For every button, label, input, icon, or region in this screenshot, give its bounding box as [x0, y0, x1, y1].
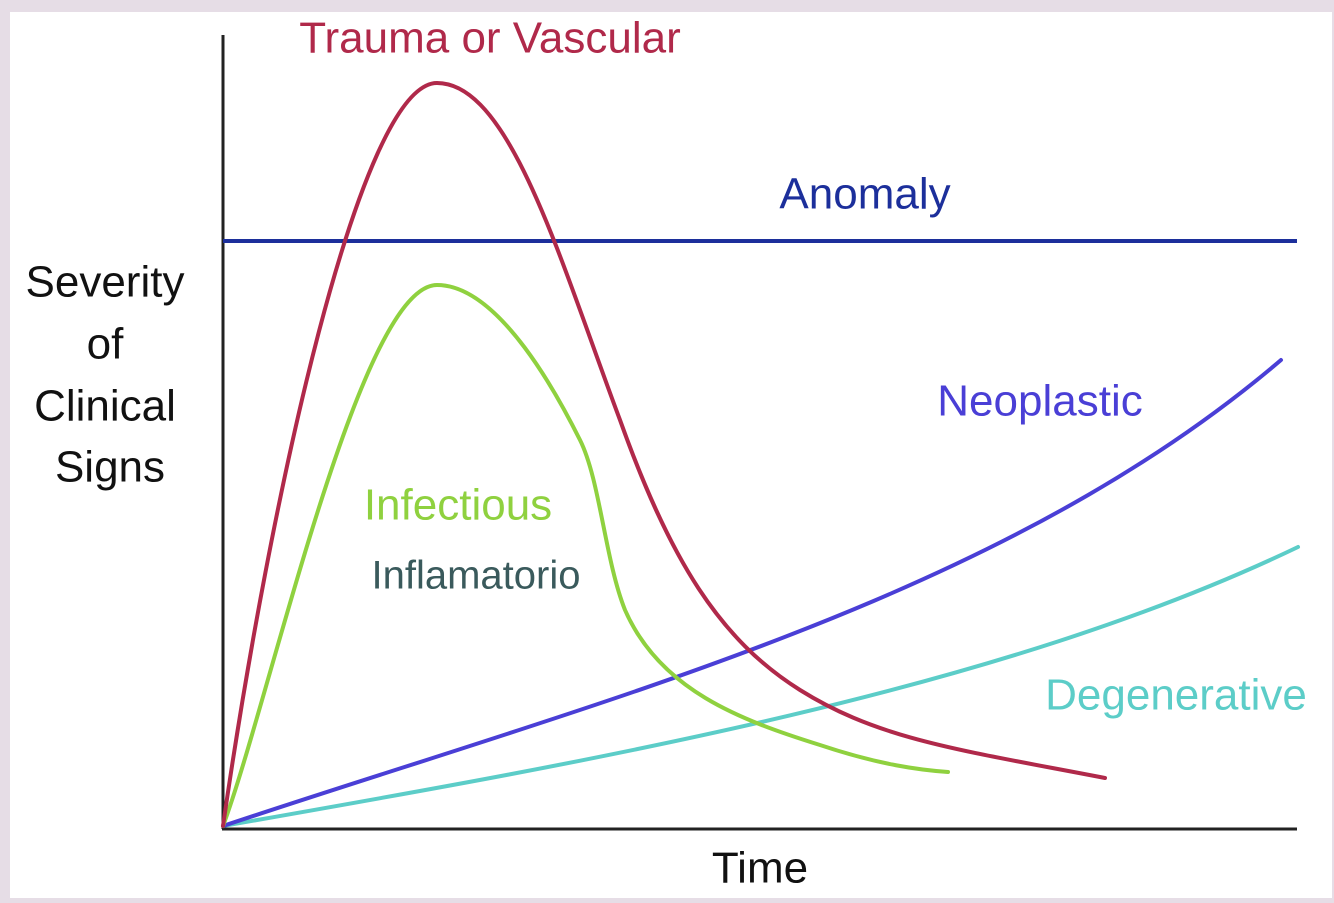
- neoplastic-curve: [221, 358, 1283, 828]
- infectious-curve: [221, 283, 950, 828]
- infectious-label: Infectious: [364, 481, 552, 530]
- degenerative-label: Degenerative: [1045, 671, 1307, 720]
- y-axis-title: Severity: [26, 258, 185, 307]
- x-axis-title: Time: [712, 844, 808, 893]
- trauma-label: Trauma or Vascular: [299, 14, 680, 63]
- neoplastic-label: Neoplastic: [937, 377, 1142, 426]
- degenerative-curve: [221, 545, 1300, 828]
- anomaly-label: Anomaly: [779, 170, 950, 219]
- trauma-curve: [221, 81, 1107, 828]
- y-axis-title: Signs: [55, 443, 165, 492]
- panel: [10, 12, 1332, 898]
- inflammatory-label: Inflamatorio: [372, 554, 581, 598]
- y-axis-title: of: [87, 320, 124, 369]
- y-axis-title: Clinical: [34, 382, 176, 431]
